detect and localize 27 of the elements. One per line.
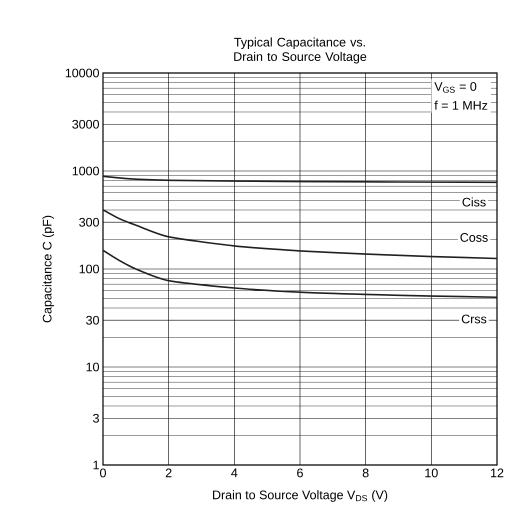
y-tick-label: 30 xyxy=(86,316,99,325)
annotation: V$_{GS}$ = 0 xyxy=(434,82,476,93)
y-tick-label: 300 xyxy=(79,218,99,227)
y-tick-label: 1000 xyxy=(72,166,99,176)
y-tick-label: 3 xyxy=(93,414,99,423)
line-series xyxy=(102,208,498,260)
x-tick-label: 12 xyxy=(491,468,504,478)
annotation: f = 1 MHz xyxy=(434,100,488,110)
series-label: Crss xyxy=(462,314,486,324)
y-axis-title: Capacitance C (pF) xyxy=(42,216,54,322)
x-tick-label: 2 xyxy=(166,468,172,478)
x-tick-label: 4 xyxy=(231,468,238,478)
line-series xyxy=(102,175,498,184)
y-tick-label: 100 xyxy=(80,264,99,274)
y-tick-label: 1 xyxy=(94,460,99,470)
x-tick-label: 6 xyxy=(297,468,303,478)
x-tick-label: 10 xyxy=(425,468,438,478)
series-label: Ciss xyxy=(462,197,486,207)
y-tick-label: 3000 xyxy=(72,120,99,129)
x-tick-label: 8 xyxy=(362,468,369,478)
line-series xyxy=(102,250,498,298)
x-tick-label: 0 xyxy=(100,468,106,478)
y-tick-label: 10000 xyxy=(66,68,99,78)
x-axis-title: Drain to Source Voltage V$_{DS}$ (V) xyxy=(213,490,388,502)
y-tick-label: 10 xyxy=(86,362,99,372)
chart-title: Typical Capacitance vs. Drain to Source Voltage xyxy=(234,37,366,64)
series-label: Coss xyxy=(460,233,488,242)
